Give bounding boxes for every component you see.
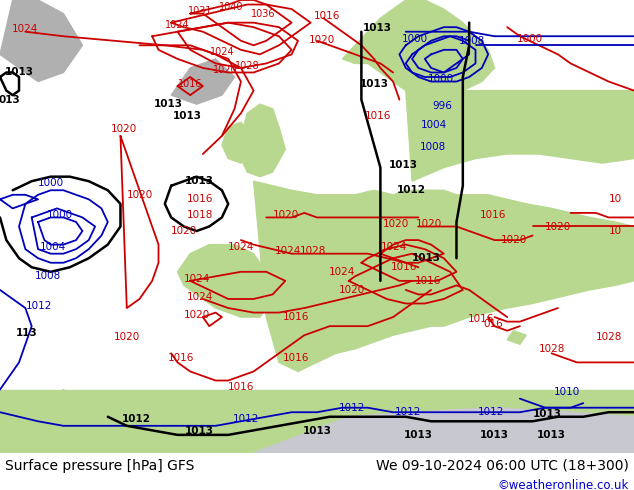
Polygon shape xyxy=(171,59,235,104)
Text: 1016: 1016 xyxy=(186,195,213,204)
Text: 1020: 1020 xyxy=(213,65,237,75)
Polygon shape xyxy=(355,317,368,335)
Text: 1020: 1020 xyxy=(339,285,365,295)
Text: 1000: 1000 xyxy=(427,74,454,84)
Text: 1020: 1020 xyxy=(113,333,140,343)
Text: 1024: 1024 xyxy=(381,242,408,252)
Polygon shape xyxy=(254,408,634,453)
Text: 1024: 1024 xyxy=(228,242,254,252)
Text: 1020: 1020 xyxy=(308,35,335,45)
Text: 1000: 1000 xyxy=(516,33,543,44)
Text: 1031: 1031 xyxy=(188,6,212,16)
Polygon shape xyxy=(342,0,495,91)
Polygon shape xyxy=(222,122,254,163)
Text: We 09-10-2024 06:00 UTC (18+300): We 09-10-2024 06:00 UTC (18+300) xyxy=(376,459,629,473)
Text: 1028: 1028 xyxy=(235,61,259,71)
Text: 016: 016 xyxy=(483,319,503,329)
Text: 1024: 1024 xyxy=(12,24,39,34)
Text: 1016: 1016 xyxy=(178,79,202,89)
Text: 1012: 1012 xyxy=(396,185,425,195)
Text: 1020: 1020 xyxy=(171,226,197,236)
Text: 1024: 1024 xyxy=(165,20,190,30)
Text: 1008: 1008 xyxy=(420,142,446,152)
Text: 1020: 1020 xyxy=(110,124,137,134)
Polygon shape xyxy=(507,331,526,344)
Text: 1013: 1013 xyxy=(4,68,34,77)
Polygon shape xyxy=(241,104,285,177)
Text: 1024: 1024 xyxy=(275,246,302,256)
Text: 1013: 1013 xyxy=(389,160,418,171)
Text: 1020: 1020 xyxy=(415,219,442,229)
Text: 013: 013 xyxy=(0,95,20,105)
Text: 1016: 1016 xyxy=(167,353,194,363)
Text: 1028: 1028 xyxy=(299,246,326,256)
Text: 1012: 1012 xyxy=(122,414,151,424)
Polygon shape xyxy=(76,408,95,421)
Text: 1016: 1016 xyxy=(480,210,507,220)
Text: 1010: 1010 xyxy=(554,387,581,397)
Text: 1013: 1013 xyxy=(153,99,183,109)
Text: 1013: 1013 xyxy=(172,111,202,121)
Text: 1020: 1020 xyxy=(500,235,527,245)
Text: 1013: 1013 xyxy=(359,79,389,89)
Text: 1020: 1020 xyxy=(383,219,410,229)
Text: 1013: 1013 xyxy=(412,253,441,263)
Polygon shape xyxy=(406,91,634,181)
Text: 1013: 1013 xyxy=(480,430,509,440)
Text: 1013: 1013 xyxy=(302,426,332,436)
Text: 1016: 1016 xyxy=(228,382,254,392)
Text: 1004: 1004 xyxy=(39,242,66,252)
Text: 1020: 1020 xyxy=(183,310,210,320)
Text: 1024: 1024 xyxy=(210,47,234,57)
Text: 1028: 1028 xyxy=(538,344,565,354)
Text: 1008: 1008 xyxy=(459,36,486,46)
Text: 1024: 1024 xyxy=(186,292,213,302)
Text: 1008: 1008 xyxy=(34,271,61,281)
Text: 1012: 1012 xyxy=(233,414,259,424)
Polygon shape xyxy=(51,390,70,403)
Text: 10: 10 xyxy=(609,195,621,204)
Text: 10: 10 xyxy=(609,226,621,236)
Text: 1012: 1012 xyxy=(478,407,505,417)
Text: 1020: 1020 xyxy=(545,221,571,231)
Text: 1013: 1013 xyxy=(537,430,566,440)
Text: 1016: 1016 xyxy=(415,276,441,286)
Text: 996: 996 xyxy=(432,101,452,111)
Text: 113: 113 xyxy=(16,328,37,338)
Text: 1013: 1013 xyxy=(404,430,433,440)
Polygon shape xyxy=(178,245,273,317)
Polygon shape xyxy=(0,390,634,453)
Text: 1000: 1000 xyxy=(402,33,429,44)
Text: 1028: 1028 xyxy=(595,333,622,343)
Polygon shape xyxy=(0,0,82,81)
Text: 1024: 1024 xyxy=(329,267,356,277)
Text: 1016: 1016 xyxy=(391,262,417,272)
Text: 1016: 1016 xyxy=(365,111,391,121)
Text: 1000: 1000 xyxy=(47,210,74,220)
Text: 1013: 1013 xyxy=(185,426,214,436)
Text: 1036: 1036 xyxy=(251,9,275,19)
Polygon shape xyxy=(349,294,361,313)
Text: 1000: 1000 xyxy=(37,178,64,189)
Text: 1020: 1020 xyxy=(273,210,299,220)
Text: Surface pressure [hPa] GFS: Surface pressure [hPa] GFS xyxy=(5,459,195,473)
Text: 1004: 1004 xyxy=(421,120,448,129)
Text: 1012: 1012 xyxy=(339,403,365,413)
Text: 1040: 1040 xyxy=(219,2,243,12)
Text: 1012: 1012 xyxy=(26,301,53,311)
Text: 1016: 1016 xyxy=(283,312,309,322)
Text: 1024: 1024 xyxy=(183,273,210,284)
Text: 1013: 1013 xyxy=(533,410,562,419)
Text: 1012: 1012 xyxy=(395,407,422,417)
Text: 1020: 1020 xyxy=(126,190,153,200)
Text: 1013: 1013 xyxy=(363,23,392,33)
Text: 1016: 1016 xyxy=(283,353,309,363)
Polygon shape xyxy=(254,181,634,371)
Text: 1018: 1018 xyxy=(186,210,213,220)
Text: ©weatheronline.co.uk: ©weatheronline.co.uk xyxy=(498,479,629,490)
Text: 1016: 1016 xyxy=(313,11,340,21)
Text: 1016: 1016 xyxy=(467,315,494,324)
Text: 1013: 1013 xyxy=(185,176,214,186)
